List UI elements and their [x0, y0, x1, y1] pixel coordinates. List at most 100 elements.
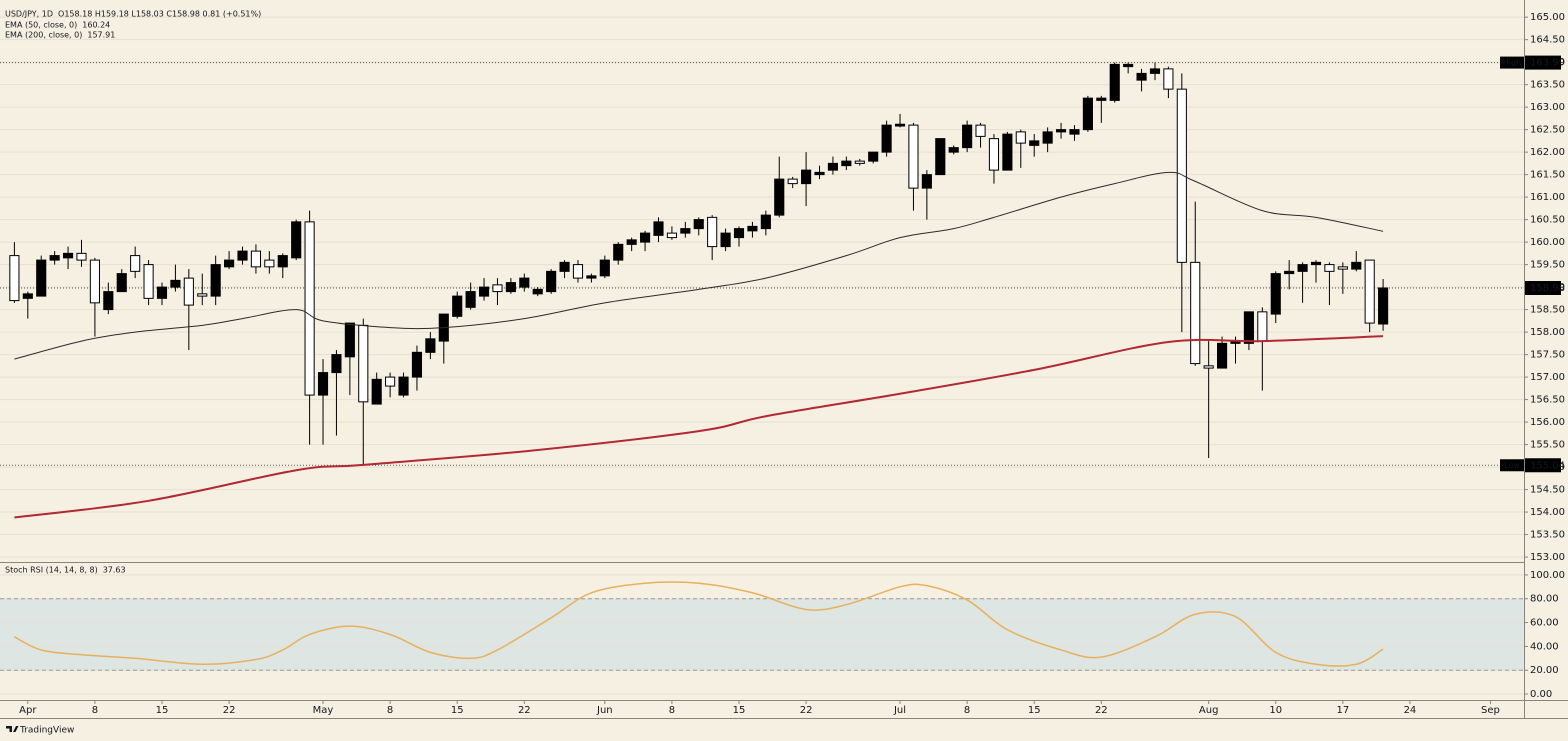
symbol-title: USD/JPY, 1D	[5, 10, 53, 19]
candle-body	[1069, 129, 1080, 135]
candle-body	[1136, 72, 1147, 81]
x-tick-label: 22	[800, 705, 813, 716]
y-tick-label: 162.50	[1530, 125, 1565, 136]
candle-body	[170, 279, 181, 288]
indicator-line	[14, 335, 1384, 519]
y-tick-label: 159.50	[1530, 260, 1565, 271]
y-tick-label: 162.00	[1530, 147, 1565, 158]
candle-body	[1337, 266, 1348, 270]
candle-body	[291, 221, 302, 259]
y-tick-label: 0.00	[1530, 689, 1552, 700]
candle-body	[921, 174, 932, 189]
y-tick-label: 163.00	[1530, 102, 1565, 113]
candle-body	[1203, 365, 1214, 369]
candle-body	[183, 277, 194, 306]
candle-body	[344, 322, 355, 358]
candle-body	[1015, 131, 1026, 144]
candle-body	[505, 282, 516, 293]
candle-body	[613, 243, 624, 261]
candle-body	[1123, 63, 1134, 68]
candle-body	[371, 378, 382, 405]
candle-body	[49, 255, 60, 261]
candle-body	[1029, 140, 1040, 146]
y-tick-label: 165.00	[1530, 12, 1565, 23]
candle-body	[103, 291, 114, 311]
candle-body	[1378, 287, 1389, 325]
candle-body	[868, 151, 879, 162]
candle-body	[1042, 131, 1053, 144]
candle-body	[653, 221, 664, 236]
y-tick-label: 153.50	[1530, 530, 1565, 541]
x-tick-label: 17	[1336, 705, 1349, 716]
candle-body	[1243, 311, 1254, 344]
candle-body	[492, 284, 503, 293]
x-tick-label: 22	[1095, 705, 1108, 716]
candle-body	[130, 255, 141, 272]
x-tick-label: 24	[1404, 705, 1417, 716]
candle-body	[304, 221, 315, 396]
candle-body	[760, 214, 771, 230]
extreme-value: 155.04	[1530, 460, 1565, 471]
y-tick-label: 156.00	[1530, 417, 1565, 428]
y-tick-label: 161.00	[1530, 192, 1565, 203]
candle-body	[1002, 133, 1013, 171]
candle-body	[116, 273, 127, 293]
indicator-line	[14, 581, 1384, 667]
candle-body	[572, 264, 584, 279]
candle-body	[224, 259, 235, 268]
candle-body	[317, 372, 329, 396]
x-tick-label: Sep	[1481, 705, 1500, 716]
candle-body	[599, 259, 610, 277]
marks-layer	[9, 62, 1389, 667]
y-tick-label: 160.50	[1530, 215, 1565, 226]
indicator-line	[14, 171, 1384, 360]
candle-body	[693, 219, 704, 230]
indicator-value: 37.63	[103, 566, 126, 575]
candle-body	[358, 324, 369, 403]
x-tick-label: 15	[1028, 705, 1041, 716]
grid-layer	[0, 16, 1524, 695]
candle-body	[774, 178, 785, 216]
extreme-label: High	[1503, 58, 1521, 67]
indicator-name: Stoch RSI (14, 14, 8, 8)	[5, 566, 98, 575]
candle-body	[626, 239, 637, 245]
candle-body	[9, 255, 20, 302]
x-tick-label: 8	[387, 705, 393, 716]
candle-body	[747, 225, 758, 232]
candle-body	[827, 162, 838, 171]
y-tick-label: 163.50	[1530, 80, 1565, 91]
indicator-name: EMA (50, close, 0)	[5, 21, 77, 30]
x-tick-label: May	[313, 705, 334, 716]
candle-body	[1055, 129, 1067, 133]
candle-body	[532, 288, 543, 295]
candle-body	[559, 261, 570, 272]
y-tick-label: 40.00	[1530, 641, 1559, 652]
candle-body	[277, 255, 288, 268]
indicator-value: 157.91	[87, 31, 115, 40]
x-tick-label: 22	[518, 705, 531, 716]
y-tick-label: 164.50	[1530, 35, 1565, 46]
candle-body	[707, 216, 718, 248]
logo-icon	[6, 726, 19, 732]
x-tick-label: Apr	[19, 705, 37, 716]
extreme-label-box	[1500, 459, 1524, 472]
candle-body	[1297, 264, 1308, 272]
y-tick-label: 155.50	[1530, 440, 1565, 451]
candle-body	[411, 351, 423, 378]
candle-body	[841, 160, 852, 167]
extreme-value: 163.99	[1530, 58, 1565, 69]
candle-body	[1082, 97, 1093, 131]
x-tick-label: 15	[733, 705, 746, 716]
candle-body	[156, 286, 168, 299]
x-tick-label: Jul	[893, 705, 906, 716]
candle-body	[801, 169, 812, 185]
y-tick-label: 156.50	[1530, 395, 1565, 406]
candle-body	[666, 232, 677, 239]
candle-body	[720, 232, 731, 248]
indicator-value: 160.24	[82, 21, 110, 30]
extreme-value-box	[1525, 55, 1561, 70]
candle-body	[250, 250, 261, 268]
